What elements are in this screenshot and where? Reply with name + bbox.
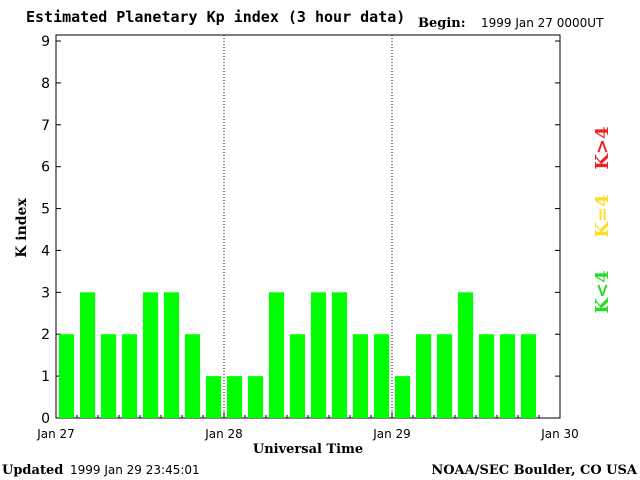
- kp-bar: [499, 334, 516, 418]
- y-tick-label: 3: [41, 285, 50, 301]
- kp-bar: [478, 334, 495, 418]
- kp-bar: [58, 334, 75, 418]
- kp-bar: [289, 334, 306, 418]
- kp-bar: [79, 292, 96, 418]
- kp-bar: [121, 334, 138, 418]
- kp-bar: [520, 334, 537, 418]
- x-tick-label: Jan 29: [372, 427, 411, 441]
- kp-bar: [394, 376, 411, 418]
- legend: K<4 K=4 K>4: [592, 126, 613, 313]
- kp-bar: [373, 334, 390, 418]
- y-tick-label: 6: [41, 160, 50, 176]
- kp-bar: [247, 376, 264, 418]
- legend-item: K=4: [592, 194, 613, 237]
- day-separators: [223, 35, 393, 418]
- kp-bar: [352, 334, 369, 418]
- source-credit: NOAA/SEC Boulder, CO USA: [431, 463, 638, 478]
- kp-bar: [226, 376, 243, 418]
- y-tick-label: 9: [41, 34, 50, 50]
- updated-value: 1999 Jan 29 23:45:01: [70, 463, 200, 477]
- y-tick-label: 5: [41, 202, 50, 218]
- x-axis-label: Universal Time: [253, 442, 363, 457]
- x-tick-label: Jan 28: [204, 427, 243, 441]
- kp-bar: [163, 292, 180, 418]
- kp-bar: [331, 292, 348, 418]
- begin-label: Begin:: [418, 16, 466, 31]
- kp-bar: [457, 292, 474, 418]
- kp-bar: [205, 376, 222, 418]
- y-tick-label: 2: [41, 327, 50, 343]
- y-axis: 0 1 2 3 4 5 6 7 8 9: [41, 34, 560, 427]
- y-tick-label: 8: [41, 76, 50, 92]
- updated-label: Updated: [2, 463, 63, 478]
- kp-bar: [142, 292, 159, 418]
- kp-bar: [100, 334, 117, 418]
- y-tick-label: 1: [41, 369, 50, 385]
- bars-group: [58, 292, 537, 418]
- y-tick-label: 0: [41, 411, 50, 427]
- legend-item: K<4: [592, 270, 613, 313]
- kp-bar: [310, 292, 327, 418]
- kp-bar: [268, 292, 285, 418]
- chart-title: Estimated Planetary Kp index (3 hour dat…: [26, 8, 405, 26]
- y-tick-label: 7: [41, 118, 50, 134]
- begin-value: 1999 Jan 27 0000UT: [481, 16, 604, 30]
- x-axis: Jan 27 Jan 28 Jan 29 Jan 30: [36, 412, 579, 441]
- kp-bar: [436, 334, 453, 418]
- kp-bar: [415, 334, 432, 418]
- y-tick-label: 4: [41, 243, 50, 259]
- legend-item: K>4: [592, 126, 613, 169]
- y-axis-label: K index: [14, 198, 30, 258]
- kp-bar: [184, 334, 201, 418]
- x-tick-label: Jan 27: [36, 427, 75, 441]
- x-tick-label: Jan 30: [540, 427, 579, 441]
